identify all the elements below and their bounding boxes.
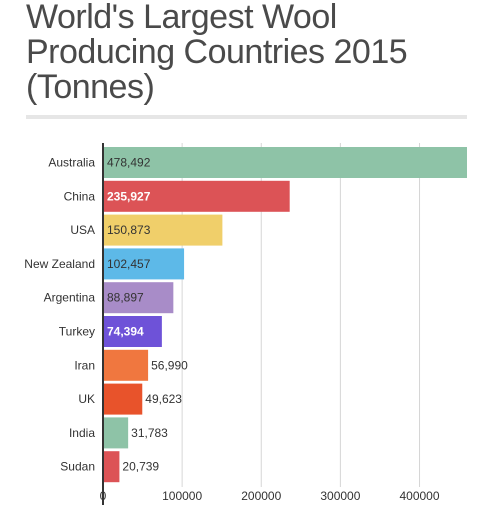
bar <box>103 383 143 415</box>
x-tick-labels: 0100000200000300000400000 <box>100 489 440 503</box>
chart-title: World's Largest Wool Producing Countries… <box>26 0 408 106</box>
value-label: 31,783 <box>131 426 168 440</box>
value-label: 235,927 <box>107 189 151 203</box>
bar <box>103 180 290 212</box>
category-label: India <box>69 426 95 440</box>
value-label: 88,897 <box>107 291 144 305</box>
gridlines <box>181 143 421 487</box>
category-labels: Australia China USA New Zealand Argentina Tur… <box>24 156 95 474</box>
bars <box>103 147 467 483</box>
bar <box>103 451 120 483</box>
category-label: USA <box>70 223 95 237</box>
category-label: China <box>64 189 96 203</box>
title-divider <box>26 115 467 119</box>
category-label: Australia <box>48 156 95 170</box>
value-label: 150,873 <box>107 223 151 237</box>
x-tick-label: 100000 <box>162 489 202 503</box>
bar <box>103 248 185 280</box>
value-label: 102,457 <box>107 257 151 271</box>
bar <box>103 147 467 178</box>
value-label: 20,739 <box>122 460 159 474</box>
value-label: 478,492 <box>107 156 151 170</box>
value-labels: 478,492 235,927 150,873 102,457 88,897 74,394… <box>107 156 188 474</box>
bar <box>103 282 174 314</box>
x-tick-label: 300000 <box>320 489 360 503</box>
value-label: 56,990 <box>151 358 188 372</box>
category-label: Sudan <box>60 460 95 474</box>
x-tick-label: 400000 <box>399 489 439 503</box>
category-label: Turkey <box>59 325 95 339</box>
bar <box>103 214 223 246</box>
value-label: 74,394 <box>107 325 144 339</box>
category-label: Iran <box>74 358 95 372</box>
category-label: Argentina <box>44 291 96 305</box>
x-tick-label: 200000 <box>241 489 281 503</box>
bar <box>103 417 129 449</box>
category-label: UK <box>78 392 95 406</box>
value-label: 49,623 <box>145 392 182 406</box>
bar <box>103 349 149 381</box>
category-label: New Zealand <box>24 257 95 271</box>
bar <box>103 316 162 347</box>
